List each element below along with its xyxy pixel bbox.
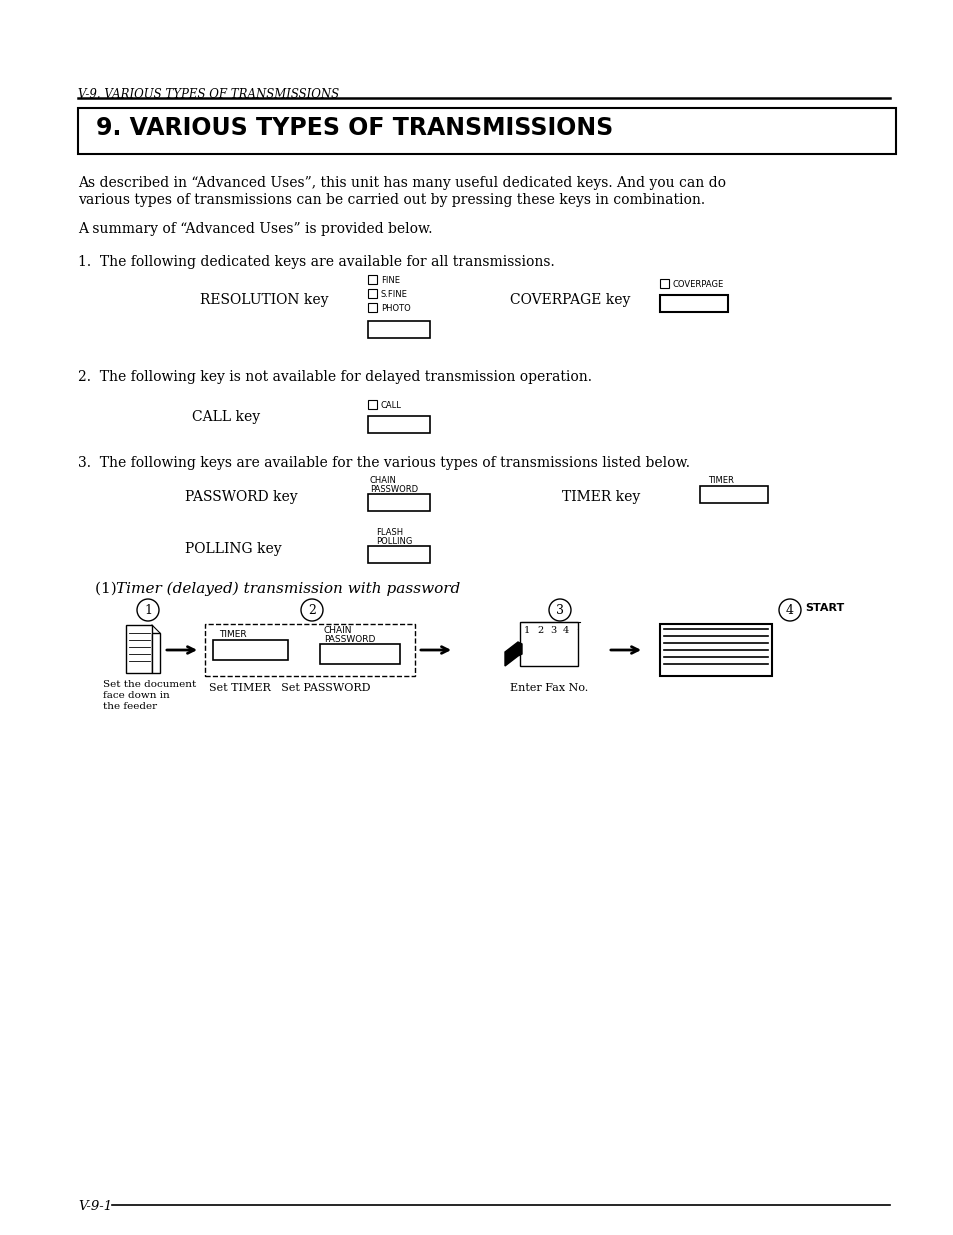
Bar <box>126 625 152 673</box>
Bar <box>368 303 376 312</box>
Text: (1): (1) <box>95 582 121 597</box>
Bar <box>152 634 160 673</box>
Text: TIMER: TIMER <box>219 630 247 638</box>
Text: 4: 4 <box>562 626 569 635</box>
Bar <box>700 487 767 503</box>
Text: 2.  The following key is not available for delayed transmission operation.: 2. The following key is not available fo… <box>78 370 592 384</box>
Text: 2: 2 <box>537 626 542 635</box>
Text: V-9-1: V-9-1 <box>78 1200 112 1213</box>
Text: 1.  The following dedicated keys are available for all transmissions.: 1. The following dedicated keys are avai… <box>78 254 554 269</box>
Text: COVERPAGE: COVERPAGE <box>672 280 723 289</box>
Bar <box>659 624 771 676</box>
Bar <box>519 622 578 666</box>
Polygon shape <box>504 642 521 666</box>
Text: CHAIN: CHAIN <box>324 626 352 635</box>
Text: Enter Fax No.: Enter Fax No. <box>510 683 588 693</box>
Text: CHAIN: CHAIN <box>370 475 396 485</box>
Text: 1: 1 <box>523 626 530 635</box>
Text: PHOTO: PHOTO <box>380 304 411 312</box>
Text: the feeder: the feeder <box>103 701 157 711</box>
Bar <box>659 295 727 312</box>
Bar <box>368 416 430 433</box>
Text: 3: 3 <box>550 626 556 635</box>
Text: PASSWORD: PASSWORD <box>370 485 417 494</box>
Text: 4: 4 <box>785 604 793 616</box>
Text: COVERPAGE key: COVERPAGE key <box>510 293 630 308</box>
Bar <box>319 643 399 664</box>
Text: TIMER key: TIMER key <box>561 490 639 504</box>
Text: various types of transmissions can be carried out by pressing these keys in comb: various types of transmissions can be ca… <box>78 193 704 207</box>
Text: FINE: FINE <box>380 275 399 285</box>
Bar <box>659 279 668 288</box>
Text: Set TIMER   Set PASSWORD: Set TIMER Set PASSWORD <box>209 683 370 693</box>
Bar <box>368 289 376 298</box>
Text: 2: 2 <box>308 604 315 616</box>
Bar <box>368 275 376 284</box>
Text: face down in: face down in <box>103 692 170 700</box>
Text: 9. VARIOUS TYPES OF TRANSMISSIONS: 9. VARIOUS TYPES OF TRANSMISSIONS <box>96 116 613 140</box>
Text: 3.  The following keys are available for the various types of transmissions list: 3. The following keys are available for … <box>78 456 689 471</box>
Bar <box>368 546 430 563</box>
Text: Set the document: Set the document <box>103 680 196 689</box>
Text: S.FINE: S.FINE <box>380 290 408 299</box>
Text: PASSWORD key: PASSWORD key <box>185 490 297 504</box>
Text: Timer (delayed) transmission with password: Timer (delayed) transmission with passwo… <box>116 582 459 597</box>
Bar <box>368 321 430 338</box>
Bar <box>213 640 288 659</box>
Bar <box>78 107 895 154</box>
Text: CALL: CALL <box>380 401 401 410</box>
Text: POLLING: POLLING <box>375 537 412 546</box>
Text: A summary of “Advanced Uses” is provided below.: A summary of “Advanced Uses” is provided… <box>78 222 432 236</box>
Text: .: . <box>576 624 578 632</box>
Bar <box>205 624 415 676</box>
Text: START: START <box>804 603 843 613</box>
Bar <box>368 494 430 511</box>
Text: CALL key: CALL key <box>192 410 260 424</box>
Text: As described in “Advanced Uses”, this unit has many useful dedicated keys. And y: As described in “Advanced Uses”, this un… <box>78 177 725 190</box>
Text: V-9. VARIOUS TYPES OF TRANSMISSIONS: V-9. VARIOUS TYPES OF TRANSMISSIONS <box>78 88 338 101</box>
Text: POLLING key: POLLING key <box>185 542 281 556</box>
Text: 1: 1 <box>144 604 152 616</box>
Text: PASSWORD: PASSWORD <box>324 635 375 643</box>
Text: 3: 3 <box>556 604 563 616</box>
Text: RESOLUTION key: RESOLUTION key <box>200 293 328 308</box>
Bar <box>368 400 376 409</box>
Text: TIMER: TIMER <box>707 475 733 485</box>
Text: FLASH: FLASH <box>375 529 403 537</box>
